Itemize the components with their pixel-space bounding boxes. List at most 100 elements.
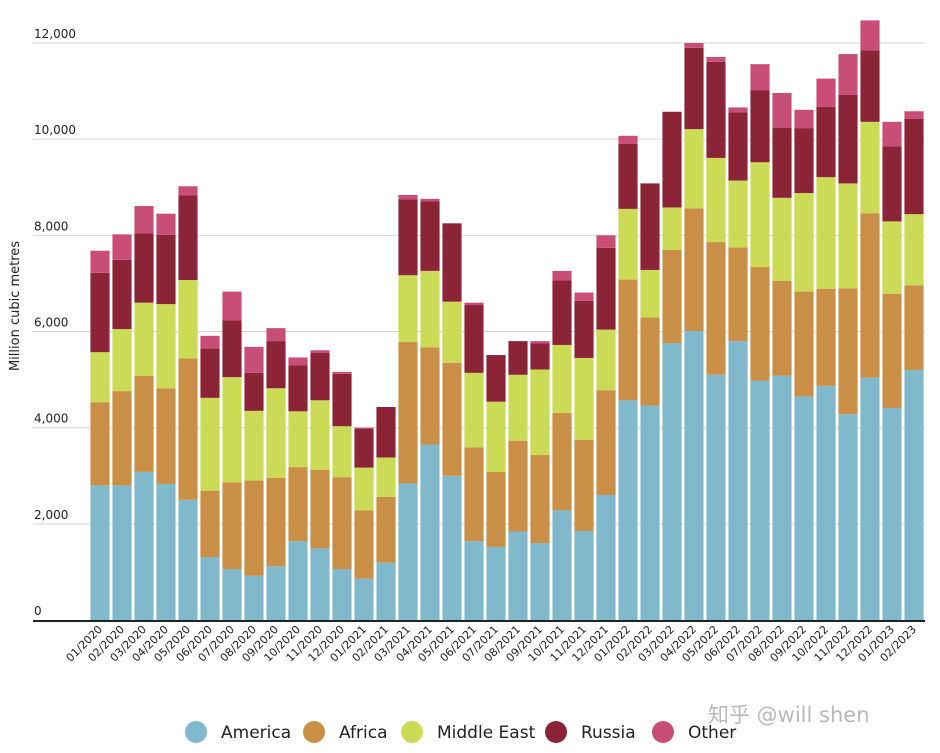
bar-middle-east	[200, 397, 220, 491]
bar-africa	[794, 291, 814, 397]
bar-other	[860, 20, 880, 51]
bar-middle-east	[618, 208, 638, 280]
bar-russia	[442, 223, 462, 302]
bar-russia	[112, 259, 132, 330]
y-tick-labels: 0 2,000 4,000 6,000 8,000 10,000 12,000	[34, 27, 76, 618]
bar-america	[552, 510, 572, 620]
bar-middle-east	[838, 183, 858, 289]
bar-africa	[596, 390, 616, 495]
bar-russia	[772, 127, 792, 198]
bar-america	[420, 444, 440, 620]
bar-america	[266, 566, 286, 620]
bar-middle-east	[640, 269, 660, 318]
legend-swatch	[401, 721, 423, 743]
bar-america	[156, 483, 176, 620]
bar-middle-east	[332, 426, 352, 478]
bar-america	[838, 414, 858, 620]
bar-russia	[354, 428, 374, 468]
y-tick-label: 6,000	[34, 316, 68, 330]
legend-swatch	[303, 721, 325, 743]
bar-africa	[486, 471, 506, 547]
bar-america	[794, 396, 814, 620]
bar-middle-east	[244, 410, 264, 481]
bar-america	[706, 374, 726, 620]
bar-middle-east	[794, 193, 814, 292]
bar-russia	[596, 247, 616, 330]
bar-other	[464, 302, 484, 306]
bar-middle-east	[90, 352, 110, 403]
bar-russia	[684, 47, 704, 130]
bar-america	[442, 475, 462, 620]
bar-america	[860, 377, 880, 620]
bar-america	[398, 483, 418, 620]
bar-middle-east	[464, 372, 484, 448]
bar-other	[904, 111, 924, 119]
bar-africa	[574, 439, 594, 532]
bar-middle-east	[552, 344, 572, 413]
bar-america	[596, 494, 616, 620]
bar-africa	[640, 317, 660, 406]
bar-america	[354, 578, 374, 620]
bar-africa	[772, 281, 792, 376]
bar-middle-east	[134, 302, 154, 376]
legend-item: Other	[652, 721, 736, 743]
bar-africa	[530, 455, 550, 544]
bar-africa	[662, 249, 682, 344]
bar-middle-east	[772, 197, 792, 282]
bar-russia	[420, 201, 440, 271]
bar-middle-east	[574, 357, 594, 440]
bar-america	[772, 375, 792, 620]
legend-label: Russia	[581, 723, 636, 743]
bar-africa	[310, 469, 330, 549]
bar-america	[574, 531, 594, 620]
bar-africa	[354, 510, 374, 579]
bar-middle-east	[442, 301, 462, 363]
bar-america	[134, 471, 154, 620]
bar-russia	[838, 94, 858, 184]
bar-middle-east	[728, 180, 748, 248]
bar-russia	[882, 146, 902, 222]
bar-middle-east	[266, 388, 286, 478]
bar-russia	[310, 352, 330, 401]
bar-other	[200, 335, 220, 349]
bar-russia	[618, 143, 638, 209]
legend-swatch	[185, 721, 207, 743]
bar-other	[134, 206, 154, 234]
bar-russia	[244, 372, 264, 411]
bar-other	[552, 270, 572, 281]
bar-other	[816, 78, 836, 107]
bar-africa	[420, 347, 440, 445]
bar-other	[420, 198, 440, 202]
bar-america	[244, 575, 264, 620]
bar-russia	[728, 112, 748, 181]
bar-america	[310, 548, 330, 620]
bar-africa	[684, 208, 704, 332]
bar-other	[530, 341, 550, 344]
bar-middle-east	[420, 270, 440, 348]
legend-label: Middle East	[437, 723, 536, 743]
bar-middle-east	[156, 304, 176, 389]
bar-middle-east	[178, 280, 198, 359]
bar-america	[640, 405, 660, 620]
bar-other	[794, 109, 814, 129]
bar-other	[288, 357, 308, 366]
bar-russia	[794, 128, 814, 194]
bar-russia	[266, 341, 286, 389]
bar-russia	[200, 348, 220, 398]
bar-middle-east	[706, 157, 726, 243]
watermark: 知乎 @will shen	[708, 703, 870, 727]
bar-middle-east	[530, 369, 550, 456]
bar-other	[618, 135, 638, 144]
bar-middle-east	[508, 374, 528, 441]
bar-africa	[464, 447, 484, 542]
bar-america	[112, 485, 132, 620]
y-tick-label: 2,000	[34, 508, 68, 522]
y-tick-label: 0	[34, 604, 42, 618]
bar-russia	[574, 300, 594, 358]
bar-other	[398, 194, 418, 200]
bar-russia	[222, 320, 242, 378]
bar-russia	[530, 343, 550, 370]
bar-other	[222, 291, 242, 321]
bar-africa	[398, 342, 418, 484]
bar-russia	[156, 234, 176, 305]
